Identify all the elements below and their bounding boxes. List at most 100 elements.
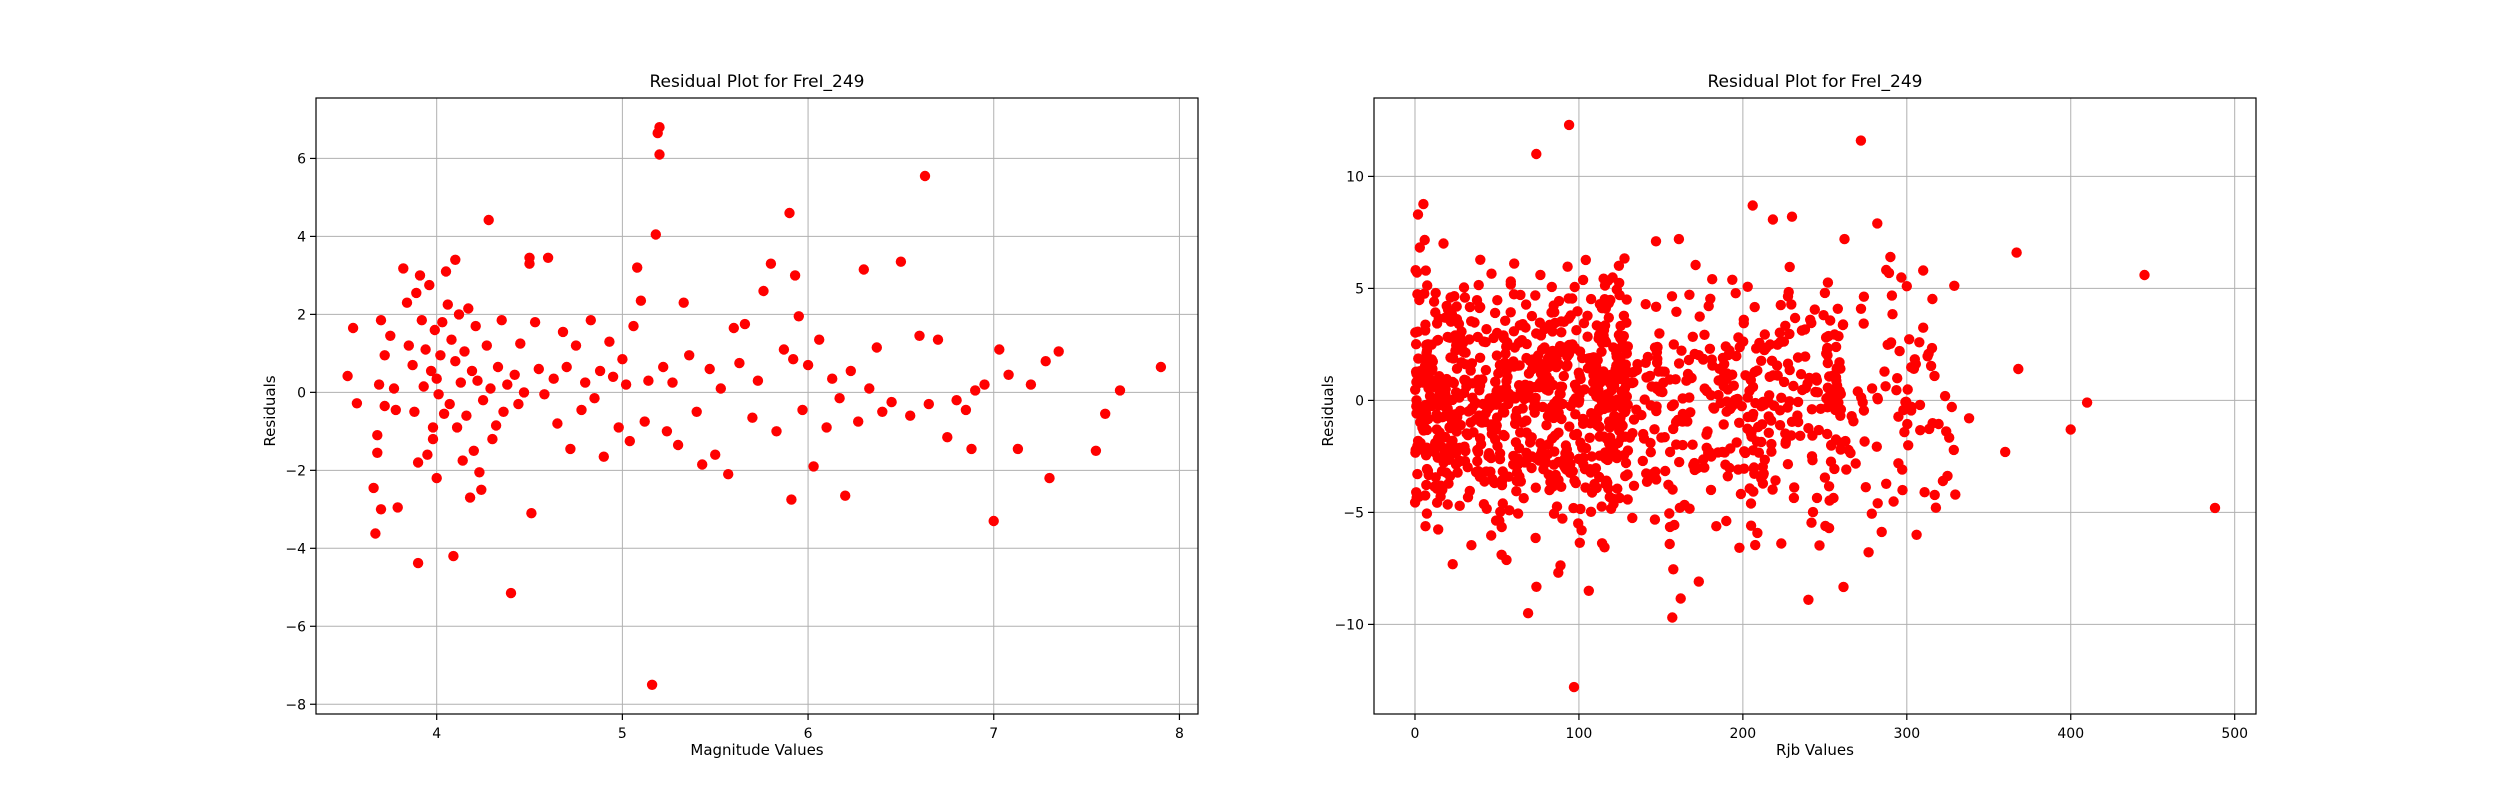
x-tick-label: 6 [804, 726, 813, 742]
scatter-points [1409, 119, 2221, 693]
data-point [1531, 148, 1542, 160]
data-point [765, 258, 777, 269]
data-point [1545, 476, 1556, 488]
data-point [1822, 357, 1834, 369]
data-point [1418, 401, 1430, 412]
data-point [1494, 448, 1506, 459]
data-point [1891, 385, 1902, 396]
data-point [747, 412, 758, 423]
data-point [1546, 281, 1558, 293]
y-tick-label: −5 [1343, 505, 1364, 521]
data-point [1544, 484, 1555, 496]
data-point [461, 410, 472, 421]
axes-frame [315, 97, 1199, 715]
data-point [412, 557, 424, 569]
data-point [463, 303, 474, 314]
data-point [1541, 420, 1552, 431]
y-tick-label: 6 [297, 151, 306, 167]
data-point [1684, 392, 1695, 403]
data-point [667, 377, 678, 388]
data-point [1727, 274, 1738, 285]
data-point [1948, 444, 1960, 456]
data-point [1618, 386, 1630, 398]
data-point [1418, 198, 1429, 210]
data-point [1618, 450, 1630, 461]
data-point [617, 354, 628, 365]
data-point [466, 365, 478, 377]
data-point [1501, 554, 1512, 566]
data-point [1722, 471, 1734, 482]
data-point [1673, 358, 1685, 369]
data-point [1841, 464, 1852, 475]
data-point [450, 254, 461, 265]
data-point [1792, 352, 1804, 363]
data-point [1707, 274, 1718, 285]
data-point [853, 416, 864, 427]
data-point [1704, 343, 1716, 354]
data-point [1454, 329, 1466, 340]
data-point [1603, 483, 1614, 494]
data-point [1568, 681, 1580, 693]
data-point [1432, 435, 1444, 446]
data-point [1003, 369, 1014, 380]
data-point [1496, 477, 1508, 488]
data-point [1592, 420, 1603, 431]
data-point [1605, 394, 1616, 405]
data-point [1784, 328, 1795, 340]
data-point [635, 295, 647, 306]
data-point [1674, 456, 1685, 468]
data-point [1783, 286, 1794, 298]
data-point [1857, 397, 1868, 408]
data-point [1860, 482, 1872, 493]
data-point [1613, 329, 1625, 341]
y-tick-label: 10 [1346, 169, 1364, 185]
data-point [646, 679, 658, 690]
data-point [1564, 421, 1575, 432]
data-point [1782, 402, 1793, 413]
data-point [1795, 430, 1806, 441]
data-point [1789, 482, 1800, 493]
data-point [734, 357, 745, 369]
data-point [827, 373, 838, 384]
data-point [1752, 365, 1763, 376]
data-point [1771, 360, 1783, 371]
data-point [1613, 260, 1625, 271]
data-point [1703, 300, 1714, 312]
data-point [1494, 515, 1505, 526]
data-point [1481, 503, 1492, 514]
data-point [1577, 352, 1588, 364]
data-point [372, 430, 383, 441]
data-point [1925, 360, 1937, 372]
data-point [1881, 264, 1892, 276]
data-point [658, 361, 669, 373]
data-point [1837, 319, 1849, 330]
data-point [1582, 331, 1593, 342]
data-point [1664, 521, 1676, 533]
data-point [1619, 253, 1630, 264]
data-point [1698, 454, 1709, 465]
data-point [1488, 476, 1500, 488]
data-point [1924, 423, 1935, 435]
data-point [1807, 430, 1818, 441]
data-point [1626, 377, 1638, 389]
data-point [1500, 348, 1511, 359]
data-point [1824, 371, 1835, 382]
data-point [1459, 292, 1471, 303]
data-point [821, 422, 832, 433]
data-point [424, 279, 435, 291]
data-point [1472, 444, 1483, 456]
data-point [697, 459, 708, 470]
data-point [895, 256, 907, 267]
data-point [1806, 404, 1818, 415]
data-point [529, 317, 541, 328]
data-point [1733, 332, 1744, 343]
data-point [1473, 279, 1484, 291]
data-point [1911, 529, 1922, 540]
data-point [2000, 446, 2011, 458]
data-point [1505, 307, 1516, 318]
data-point [1668, 399, 1680, 410]
data-point [1942, 470, 1953, 482]
data-point [951, 395, 962, 406]
data-point [864, 383, 875, 394]
data-point [1752, 527, 1763, 539]
